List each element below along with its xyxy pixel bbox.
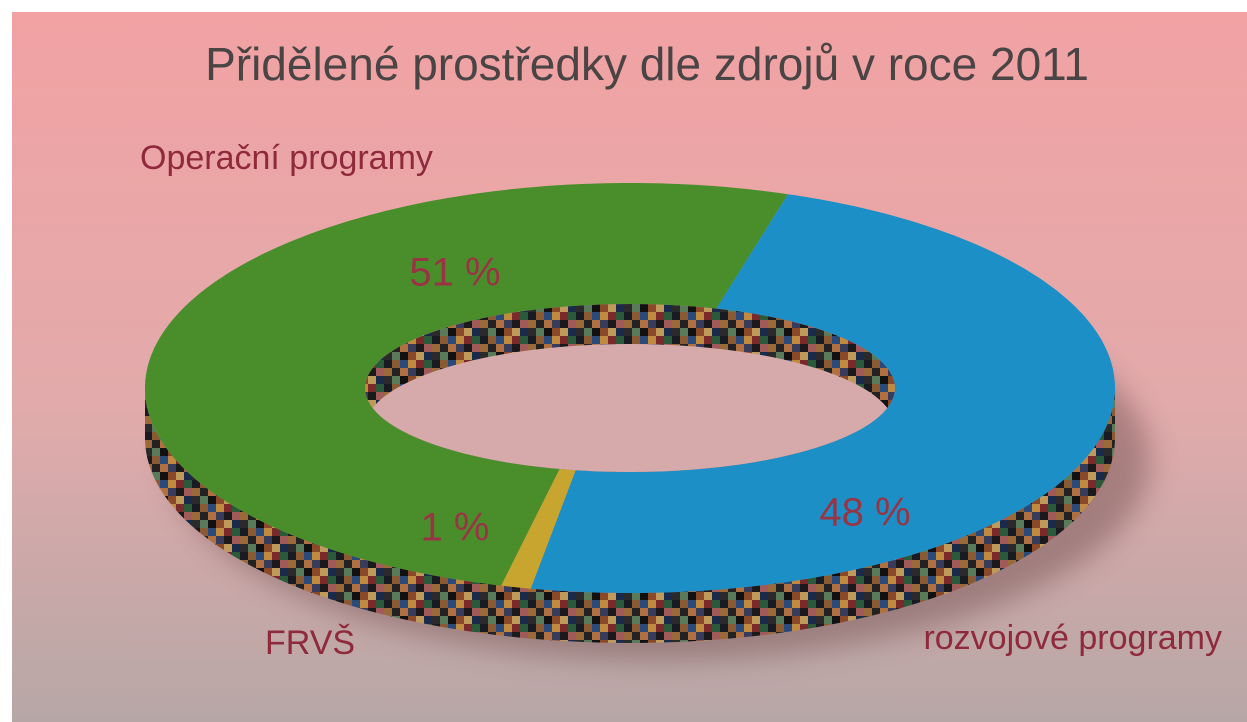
category-label: Operační programy [140,139,433,177]
value-label: 51 % [409,251,500,295]
ring-side [145,388,1115,643]
slices [145,183,1115,593]
category-label: rozvojové programy [923,619,1222,657]
category-label: FRVŠ [265,624,355,662]
slice [530,194,1115,593]
slice [501,469,576,589]
chart-title: Přidělené prostředky dle zdrojů v roce 2… [205,38,1089,90]
value-label: 1 % [421,506,490,550]
slice [145,183,788,586]
value-label: 48 % [819,491,910,535]
